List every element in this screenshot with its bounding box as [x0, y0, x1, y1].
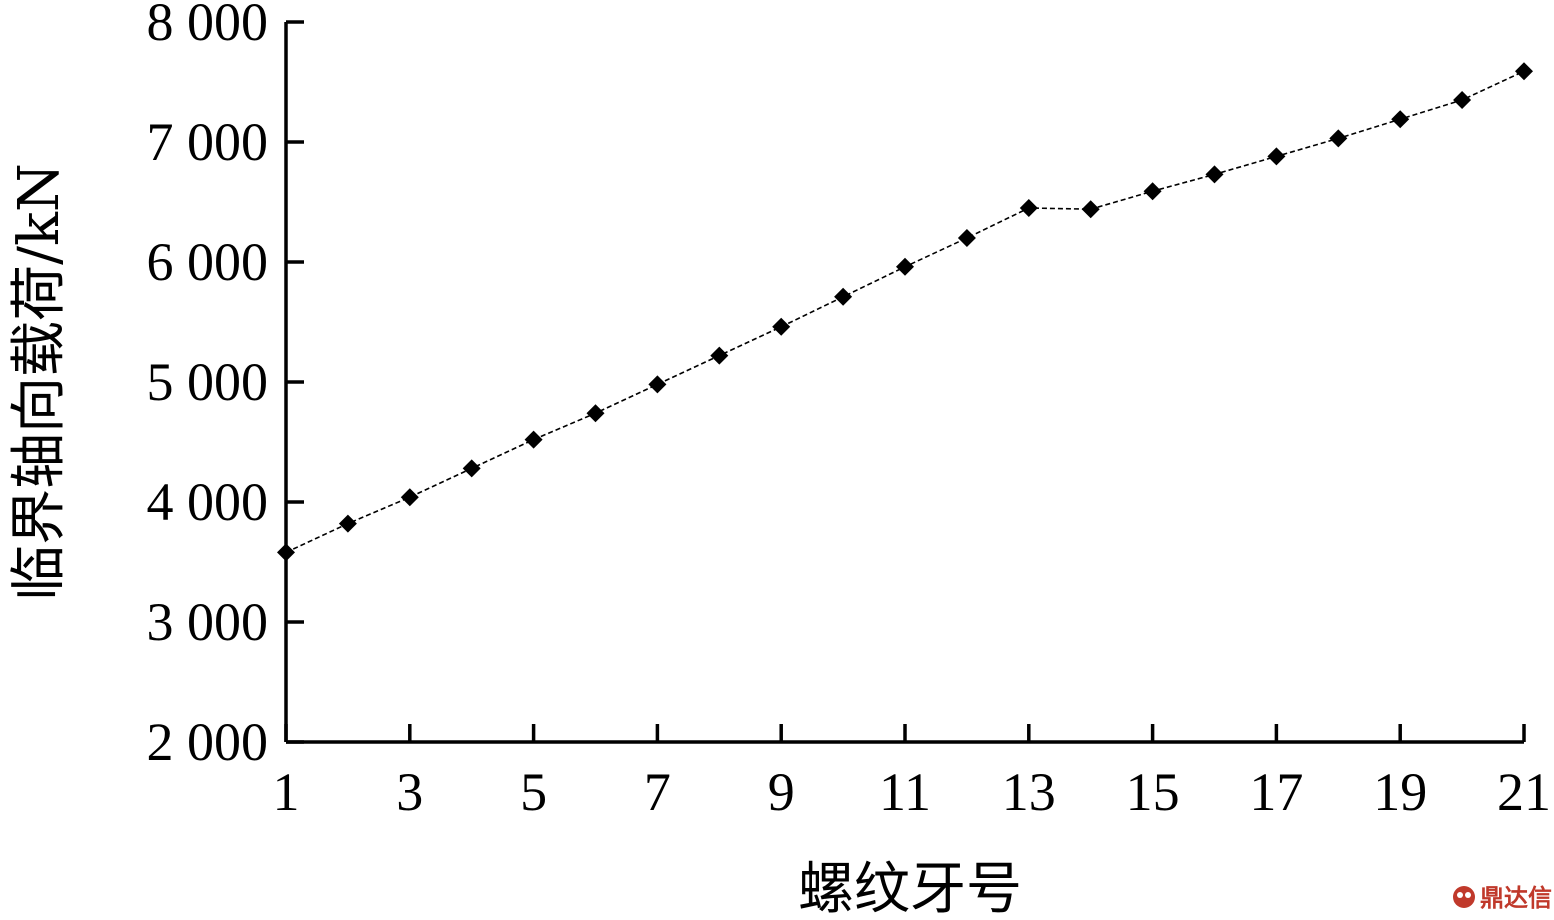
data-point [834, 287, 853, 306]
data-point [1391, 110, 1410, 129]
y-tick-label: 4 000 [147, 472, 269, 532]
x-tick-label: 21 [1497, 762, 1551, 822]
x-tick-label: 9 [768, 762, 795, 822]
data-point [400, 488, 419, 507]
x-axis-ticks: 1 3 5 7 9 11 13 15 17 19 21 [273, 724, 1551, 822]
data-point [1081, 200, 1100, 219]
data-point [772, 317, 791, 336]
data-point [1329, 129, 1348, 148]
data-point [1267, 147, 1286, 166]
y-tick-label: 3 000 [147, 592, 269, 652]
data-point [462, 459, 481, 478]
watermark-text: 鼎达信 [1480, 884, 1552, 912]
data-point [1515, 62, 1533, 81]
y-tick-label: 8 000 [147, 0, 269, 52]
data-point [338, 514, 357, 533]
data-point [277, 543, 295, 562]
data-point [648, 375, 667, 394]
x-tick-label: 19 [1373, 762, 1427, 822]
series [277, 62, 1533, 562]
y-tick-label: 2 000 [147, 712, 269, 772]
data-point [1019, 199, 1038, 217]
x-tick-label: 13 [1002, 762, 1056, 822]
x-tick-label: 15 [1126, 762, 1180, 822]
x-axis-title: 螺纹牙号 [798, 857, 1022, 920]
data-point [524, 430, 543, 449]
x-tick-label: 7 [644, 762, 671, 822]
data-point [957, 229, 976, 247]
data-point [896, 257, 914, 276]
x-tick-label: 11 [879, 762, 931, 822]
y-axis-ticks: 2 000 3 000 4 000 5 000 6 000 7 000 8 000 [147, 0, 304, 772]
y-axis-title: 临界轴向载荷/kN [7, 163, 72, 601]
x-tick-label: 5 [520, 762, 547, 822]
data-point [1205, 165, 1224, 184]
y-tick-label: 5 000 [147, 352, 269, 412]
dingdaxin-logo-icon [1453, 886, 1475, 908]
y-tick-label: 6 000 [147, 232, 269, 292]
x-tick-label: 17 [1249, 762, 1303, 822]
x-tick-label: 1 [273, 762, 300, 822]
data-point [586, 404, 605, 423]
watermark: 鼎达信 [1453, 884, 1552, 912]
y-tick-label: 7 000 [147, 112, 269, 172]
data-point [1143, 182, 1162, 201]
data-point [710, 346, 729, 365]
x-tick-label: 3 [396, 762, 423, 822]
data-point [1453, 91, 1472, 109]
